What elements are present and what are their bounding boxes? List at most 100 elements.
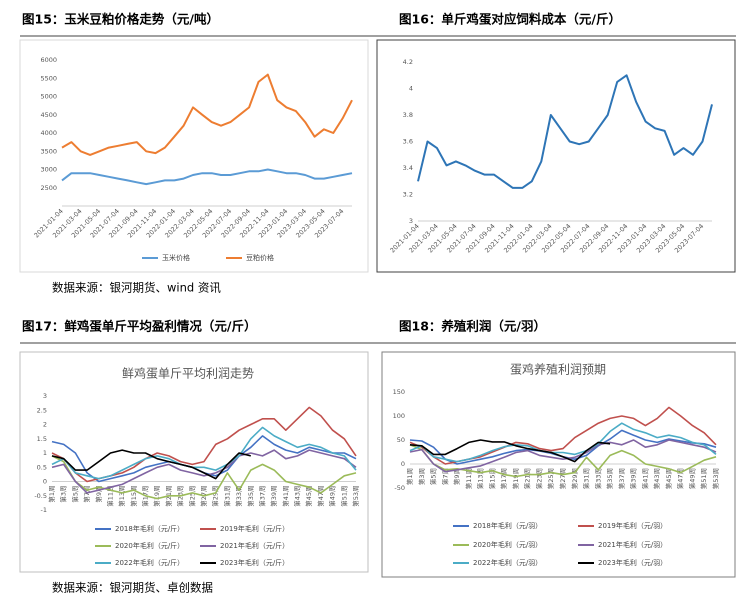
y-tick-label: 3000 [40, 166, 57, 174]
x-tick-label: 第5周 [70, 486, 79, 503]
x-tick-label: 第33周 [234, 486, 243, 507]
x-tick-label: 第1周 [405, 468, 414, 485]
y-tick-label: 0.5 [37, 463, 47, 471]
x-tick-label: 第23周 [534, 468, 543, 489]
x-tick-label: 第31周 [222, 486, 231, 507]
y-tick-label: 3.6 [403, 138, 413, 146]
y-tick-label: 5500 [40, 74, 57, 82]
chart-frame [19, 39, 369, 273]
source-note: 数据来源：银河期货、卓创数据 [52, 581, 213, 595]
y-tick-label: -0.5 [34, 492, 47, 500]
data-line [51, 449, 357, 494]
legend-label: 2022年毛利（元/斤） [115, 558, 184, 567]
figure-caption: 图17：鲜鸡蛋单斤平均盈利情况（元/斤） [22, 319, 256, 334]
source-note: 数据来源：银河期货、wind 资讯 [52, 281, 221, 295]
legend-label: 2019年毛利（元/羽） [598, 521, 667, 530]
y-tick-label: 150 [393, 388, 405, 396]
figure-caption: 图15：玉米豆粕价格走势（元/吨） [22, 12, 219, 27]
y-tick-label: 3.2 [403, 191, 413, 199]
y-tick-label: 4000 [40, 129, 57, 137]
x-tick-label: 第37周 [617, 468, 626, 489]
y-tick-label: 2500 [40, 184, 57, 192]
x-tick-label: 第53周 [351, 486, 360, 507]
x-tick-label: 第45周 [304, 486, 313, 507]
chart-frame [381, 351, 736, 578]
data-line [51, 455, 357, 500]
data-line [61, 168, 353, 186]
x-tick-label: 第45周 [664, 468, 673, 489]
x-tick-label: 第9周 [94, 486, 103, 503]
legend-label: 2021年毛利（元/斤） [220, 541, 289, 550]
figure-caption: 图18：养殖利润（元/羽） [399, 319, 546, 334]
x-tick-label: 第17周 [499, 468, 508, 489]
x-tick-label: 第49周 [328, 486, 337, 507]
legend-label: 2018年毛利（元/羽） [473, 521, 542, 530]
legend-label: 2019年毛利（元/斤） [220, 524, 289, 533]
y-tick-label: 0 [43, 478, 47, 486]
x-tick-label: 第5周 [429, 468, 438, 485]
y-tick-label: 1.5 [37, 435, 47, 443]
x-tick-label: 第11周 [105, 486, 114, 507]
x-tick-label: 第43周 [652, 468, 661, 489]
y-tick-label: 1 [43, 449, 47, 457]
legend-label: 2022年毛利（元/羽） [473, 558, 542, 567]
data-line [409, 422, 717, 463]
legend-label: 2020年毛利（元/羽） [473, 540, 542, 549]
legend-label: 2020年毛利（元/斤） [115, 541, 184, 550]
x-tick-label: 第3周 [417, 468, 426, 485]
x-tick-label: 第1周 [47, 486, 56, 503]
x-tick-label: 第15周 [129, 486, 138, 507]
legend-label: 2023年毛利（元/斤） [220, 558, 289, 567]
x-tick-label: 第41周 [281, 486, 290, 507]
x-tick-label: 第53周 [711, 468, 720, 489]
y-tick-label: -50 [394, 484, 405, 492]
y-tick-label: 3500 [40, 147, 57, 155]
x-tick-label: 第47周 [676, 468, 685, 489]
y-tick-label: 3.4 [403, 164, 413, 172]
y-tick-label: 3 [43, 392, 47, 400]
legend-label: 豆粕价格 [246, 253, 274, 262]
chart-frame [19, 351, 369, 573]
x-tick-label: 第25周 [187, 486, 196, 507]
x-tick-label: 第39周 [629, 468, 638, 489]
y-tick-label: 4500 [40, 111, 57, 119]
x-tick-label: 第37周 [257, 486, 266, 507]
x-tick-label: 第13周 [476, 468, 485, 489]
x-tick-label: 第7周 [440, 468, 449, 485]
x-tick-label: 第35周 [605, 468, 614, 489]
x-tick-label: 第33周 [593, 468, 602, 489]
y-tick-label: 2 [43, 421, 47, 429]
x-tick-label: 第7周 [82, 486, 91, 503]
y-tick-label: 4 [409, 85, 413, 93]
y-tick-label: 50 [397, 436, 405, 444]
x-tick-label: 第19周 [511, 468, 520, 489]
legend-label: 2021年毛利（元/羽） [598, 540, 667, 549]
x-tick-label: 第15周 [487, 468, 496, 489]
legend-label: 2018年毛利（元/斤） [115, 524, 184, 533]
y-tick-label: 3 [409, 217, 413, 225]
data-line [417, 74, 713, 189]
x-tick-label: 第51周 [699, 468, 708, 489]
y-tick-label: 0 [401, 460, 405, 468]
x-tick-label: 第29周 [570, 468, 579, 489]
figure-caption: 图16：单斤鸡蛋对应饲料成本（元/斤） [399, 12, 621, 27]
legend-label: 玉米价格 [162, 253, 190, 262]
x-tick-label: 第29周 [211, 486, 220, 507]
y-tick-label: 100 [393, 412, 405, 420]
y-tick-label: 3.8 [403, 111, 413, 119]
chart-title: 蛋鸡养殖利润预期 [510, 362, 606, 377]
data-line [409, 439, 717, 473]
y-tick-label: 6000 [40, 56, 57, 64]
x-tick-label: 第3周 [59, 486, 68, 503]
y-tick-label: 5000 [40, 93, 57, 101]
data-line [409, 439, 611, 463]
data-line [51, 449, 251, 480]
chart-frame [376, 39, 736, 273]
y-tick-label: 4.2 [403, 58, 413, 66]
y-tick-label: -1 [41, 506, 47, 514]
x-tick-label: 第41周 [640, 468, 649, 489]
x-tick-label: 第47周 [316, 486, 325, 507]
x-tick-label: 第31周 [582, 468, 591, 489]
